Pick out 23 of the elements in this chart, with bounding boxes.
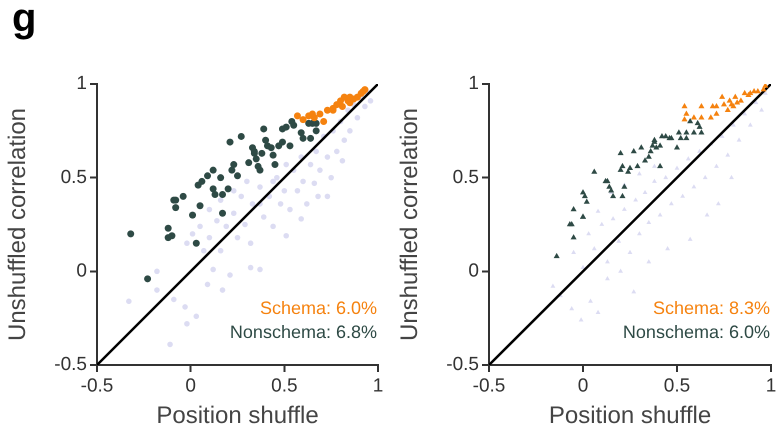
y-tick-label: -0.5 xyxy=(446,354,479,376)
y-axis-title: Unshuffled correlation xyxy=(396,108,424,342)
text: Schema: 8.3% xyxy=(652,298,770,318)
y-tick-label: -0.5 xyxy=(54,354,87,376)
text: g xyxy=(12,0,36,41)
y-tick-label: 0 xyxy=(76,260,87,282)
x-axis-title: Position shuffle xyxy=(156,402,319,430)
y-axis-title: Unshuffled correlation xyxy=(4,108,32,342)
x-tick-label: 1 xyxy=(372,376,384,397)
x-tick-label: 0 xyxy=(185,376,196,397)
x-tick-label: 0.5 xyxy=(271,376,298,397)
x-tick-label: 0 xyxy=(578,376,588,397)
x-tick-label: 1 xyxy=(766,376,776,397)
y-tick-label: 0.5 xyxy=(60,166,87,188)
x-axis-title: Position shuffle xyxy=(548,402,712,430)
y-tick-label: 0.5 xyxy=(452,166,479,188)
y-tick-label: 1 xyxy=(76,73,87,94)
y-tick-label: 0 xyxy=(468,260,479,282)
y-tick-label: 1 xyxy=(468,73,479,94)
text: Nonschema: 6.0% xyxy=(622,322,770,342)
x-tick-label: 0.5 xyxy=(664,376,690,397)
text: Nonschema: 6.8% xyxy=(230,322,377,342)
text: Schema: 6.0% xyxy=(260,298,377,318)
